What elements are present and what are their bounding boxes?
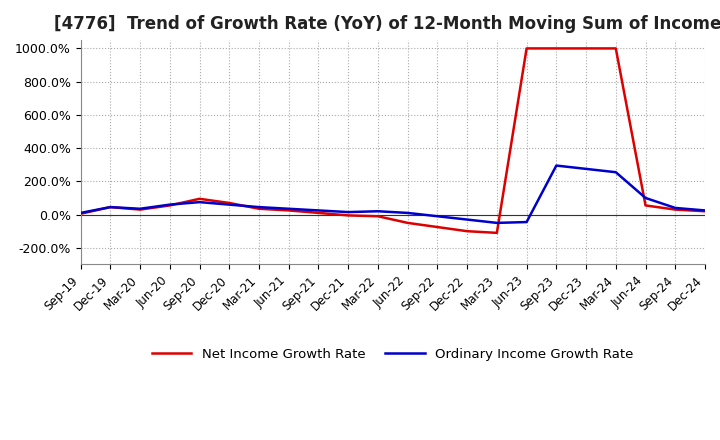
Net Income Growth Rate bbox=[403, 220, 412, 226]
Line: Ordinary Income Growth Rate: Ordinary Income Growth Rate bbox=[81, 165, 705, 223]
Title: [4776]  Trend of Growth Rate (YoY) of 12-Month Moving Sum of Incomes: [4776] Trend of Growth Rate (YoY) of 12-… bbox=[54, 15, 720, 33]
Ordinary Income Growth Rate bbox=[374, 209, 382, 214]
Ordinary Income Growth Rate bbox=[403, 210, 412, 216]
Legend: Net Income Growth Rate, Ordinary Income Growth Rate: Net Income Growth Rate, Ordinary Income … bbox=[146, 343, 639, 367]
Net Income Growth Rate bbox=[195, 196, 204, 202]
Net Income Growth Rate bbox=[492, 230, 501, 235]
Ordinary Income Growth Rate bbox=[701, 208, 709, 213]
Ordinary Income Growth Rate bbox=[582, 166, 590, 172]
Ordinary Income Growth Rate bbox=[195, 199, 204, 205]
Ordinary Income Growth Rate bbox=[284, 206, 293, 211]
Ordinary Income Growth Rate bbox=[344, 209, 353, 215]
Net Income Growth Rate bbox=[611, 46, 620, 51]
Net Income Growth Rate bbox=[552, 46, 561, 51]
Ordinary Income Growth Rate bbox=[642, 195, 650, 201]
Ordinary Income Growth Rate bbox=[463, 217, 472, 222]
Ordinary Income Growth Rate bbox=[76, 210, 85, 216]
Net Income Growth Rate bbox=[701, 209, 709, 214]
Line: Net Income Growth Rate: Net Income Growth Rate bbox=[81, 48, 705, 233]
Ordinary Income Growth Rate bbox=[225, 202, 233, 207]
Ordinary Income Growth Rate bbox=[522, 220, 531, 225]
Net Income Growth Rate bbox=[136, 207, 145, 212]
Ordinary Income Growth Rate bbox=[671, 205, 680, 211]
Net Income Growth Rate bbox=[76, 211, 85, 216]
Ordinary Income Growth Rate bbox=[166, 202, 174, 207]
Net Income Growth Rate bbox=[166, 203, 174, 208]
Ordinary Income Growth Rate bbox=[314, 208, 323, 213]
Net Income Growth Rate bbox=[314, 210, 323, 216]
Net Income Growth Rate bbox=[671, 207, 680, 212]
Net Income Growth Rate bbox=[106, 205, 114, 210]
Net Income Growth Rate bbox=[344, 213, 353, 218]
Ordinary Income Growth Rate bbox=[255, 205, 264, 210]
Ordinary Income Growth Rate bbox=[106, 205, 114, 210]
Net Income Growth Rate bbox=[522, 46, 531, 51]
Ordinary Income Growth Rate bbox=[136, 206, 145, 211]
Net Income Growth Rate bbox=[642, 203, 650, 208]
Net Income Growth Rate bbox=[582, 46, 590, 51]
Net Income Growth Rate bbox=[463, 228, 472, 234]
Net Income Growth Rate bbox=[374, 213, 382, 219]
Net Income Growth Rate bbox=[284, 208, 293, 213]
Ordinary Income Growth Rate bbox=[492, 220, 501, 226]
Net Income Growth Rate bbox=[255, 206, 264, 211]
Ordinary Income Growth Rate bbox=[433, 213, 441, 219]
Ordinary Income Growth Rate bbox=[552, 163, 561, 168]
Net Income Growth Rate bbox=[433, 224, 441, 230]
Net Income Growth Rate bbox=[225, 200, 233, 205]
Ordinary Income Growth Rate bbox=[611, 169, 620, 175]
